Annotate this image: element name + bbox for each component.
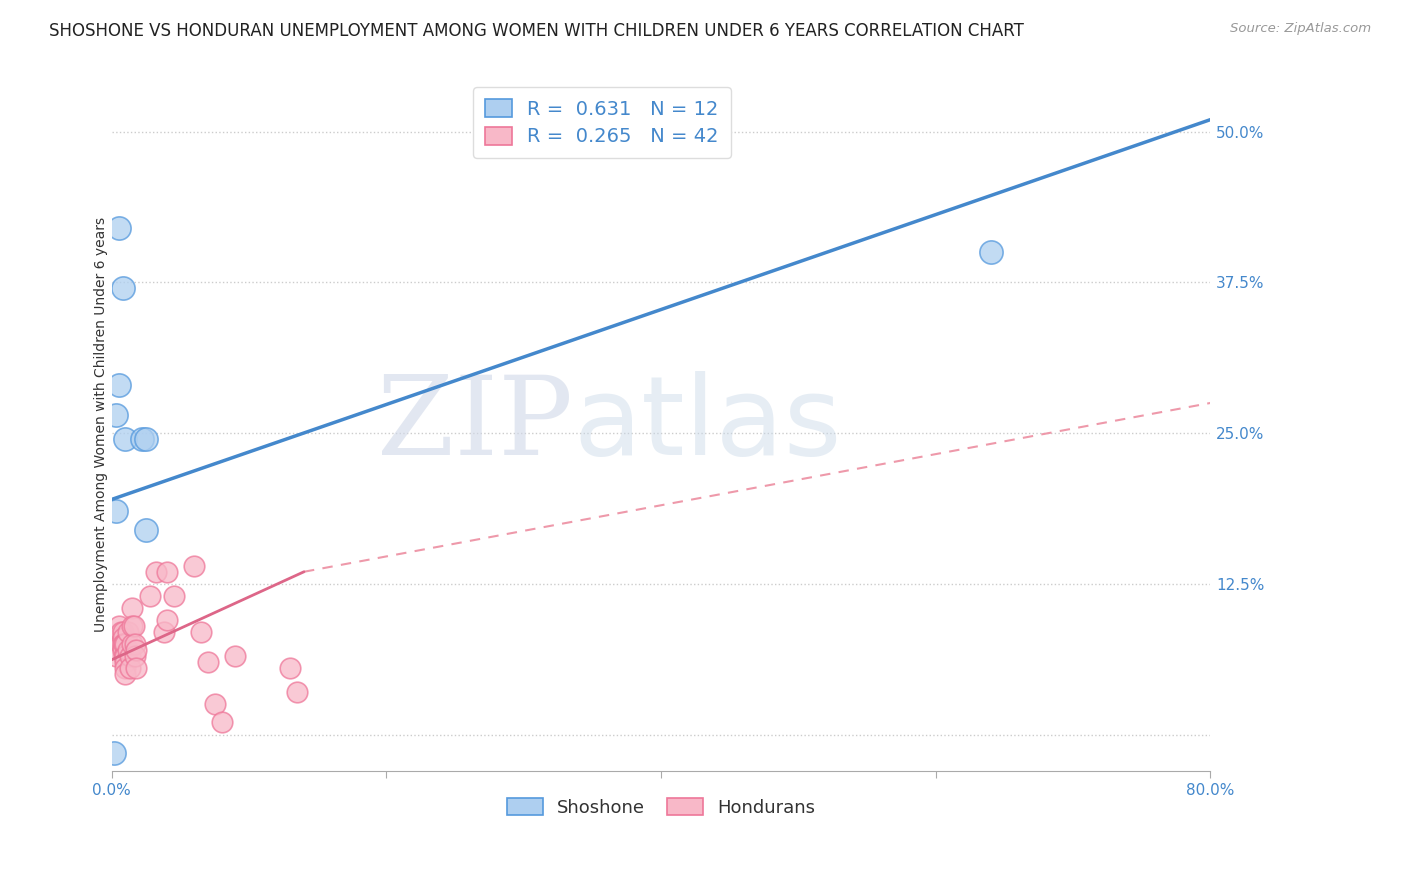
Hondurans (107, 619, 129, 633)
Hondurans (111, 643, 134, 657)
Hondurans (145, 565, 167, 579)
Hondurans (121, 637, 143, 651)
Hondurans (156, 565, 179, 579)
Hondurans (114, 667, 136, 681)
Hondurans (124, 649, 146, 664)
Shoshone (104, 818, 127, 832)
Hondurans (278, 661, 301, 675)
Text: ZIP: ZIP (377, 370, 574, 477)
Hondurans (114, 655, 136, 669)
Hondurans (156, 613, 179, 627)
Hondurans (112, 649, 135, 664)
Hondurans (111, 625, 134, 640)
Hondurans (110, 637, 132, 651)
Legend: Shoshone, Hondurans: Shoshone, Hondurans (499, 791, 823, 824)
Shoshone (107, 221, 129, 235)
Text: SHOSHONE VS HONDURAN UNEMPLOYMENT AMONG WOMEN WITH CHILDREN UNDER 6 YEARS CORREL: SHOSHONE VS HONDURAN UNEMPLOYMENT AMONG … (49, 22, 1024, 40)
Y-axis label: Unemployment Among Women with Children Under 6 years: Unemployment Among Women with Children U… (94, 217, 108, 632)
Hondurans (114, 649, 136, 664)
Hondurans (121, 601, 143, 615)
Hondurans (117, 625, 139, 640)
Hondurans (211, 715, 233, 730)
Shoshone (980, 245, 1002, 260)
Hondurans (107, 631, 129, 645)
Hondurans (104, 649, 127, 664)
Hondurans (139, 589, 162, 603)
Hondurans (110, 625, 132, 640)
Hondurans (224, 649, 246, 664)
Hondurans (117, 643, 139, 657)
Hondurans (122, 619, 145, 633)
Hondurans (118, 661, 141, 675)
Hondurans (118, 649, 141, 664)
Shoshone (135, 523, 157, 537)
Hondurans (114, 637, 136, 651)
Hondurans (111, 631, 134, 645)
Hondurans (121, 619, 143, 633)
Hondurans (162, 589, 184, 603)
Shoshone (104, 408, 127, 422)
Hondurans (125, 643, 148, 657)
Hondurans (190, 625, 212, 640)
Hondurans (111, 637, 134, 651)
Hondurans (124, 637, 146, 651)
Hondurans (114, 661, 136, 675)
Shoshone (103, 746, 125, 760)
Hondurans (197, 655, 219, 669)
Hondurans (183, 558, 205, 573)
Hondurans (204, 698, 226, 712)
Shoshone (131, 432, 153, 446)
Hondurans (112, 637, 135, 651)
Text: Source: ZipAtlas.com: Source: ZipAtlas.com (1230, 22, 1371, 36)
Hondurans (153, 625, 176, 640)
Hondurans (125, 661, 148, 675)
Shoshone (107, 377, 129, 392)
Shoshone (114, 432, 136, 446)
Shoshone (111, 281, 134, 295)
Shoshone (104, 504, 127, 518)
Shoshone (135, 432, 157, 446)
Text: atlas: atlas (574, 370, 842, 477)
Hondurans (285, 685, 308, 699)
